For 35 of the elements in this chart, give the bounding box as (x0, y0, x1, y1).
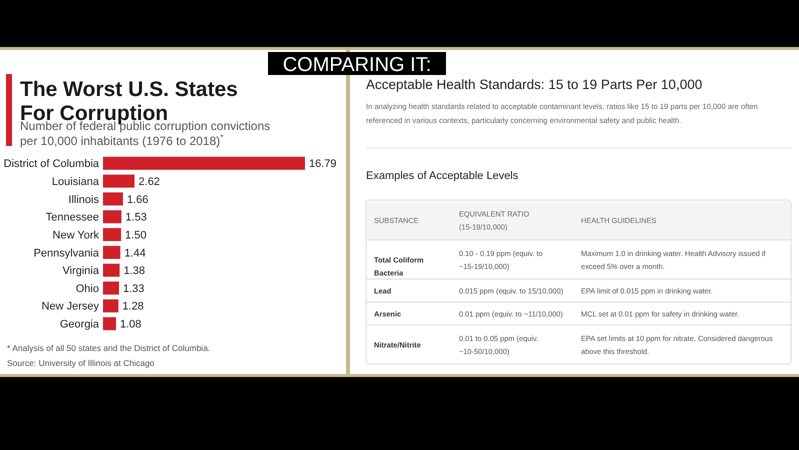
data-label: 1.50 (125, 229, 146, 242)
bar (103, 174, 135, 188)
data-label: 1.33 (123, 282, 144, 295)
bar (103, 228, 122, 242)
bar (103, 210, 122, 224)
data-label: 1.66 (126, 194, 148, 206)
text: * Analysis of all 50 states and the District of Columbia. (7, 343, 210, 353)
bar (103, 192, 123, 206)
y-tick-label: Illinois (68, 194, 100, 206)
bar (103, 299, 118, 312)
bar (103, 317, 116, 330)
y-tick-label: Virginia (62, 265, 100, 278)
y-tick-label: Tennessee (46, 212, 99, 224)
source-note: Source: University of Illinois at Chicago (7, 358, 155, 368)
y-tick-label: Georgia (60, 318, 100, 331)
y-tick-label: New York (52, 229, 100, 242)
data-label: 1.53 (125, 212, 147, 224)
y-tick-label: Louisiana (52, 176, 100, 188)
bar (103, 246, 120, 259)
data-label: 16.79 (309, 158, 337, 170)
y-tick-label: Ohio (76, 282, 99, 295)
bar (103, 282, 119, 295)
data-label: 1.38 (124, 265, 146, 278)
y-tick-label: New Jersey (42, 300, 100, 313)
data-label: 1.44 (124, 247, 146, 260)
bar (103, 264, 120, 277)
text: Acceptable Health Standards: 15 to 19 Parts Per 10,000 (366, 77, 702, 92)
data-label: 1.28 (122, 300, 144, 313)
y-tick-label: Pennsylvania (34, 247, 100, 260)
bar (103, 156, 305, 170)
data-label: 1.08 (120, 318, 142, 331)
text: COMPARING IT: (282, 54, 432, 76)
y-tick-label: District of Columbia (4, 158, 100, 170)
text: Examples of Acceptable Levels (366, 170, 519, 182)
data-label: 2.62 (138, 176, 160, 188)
